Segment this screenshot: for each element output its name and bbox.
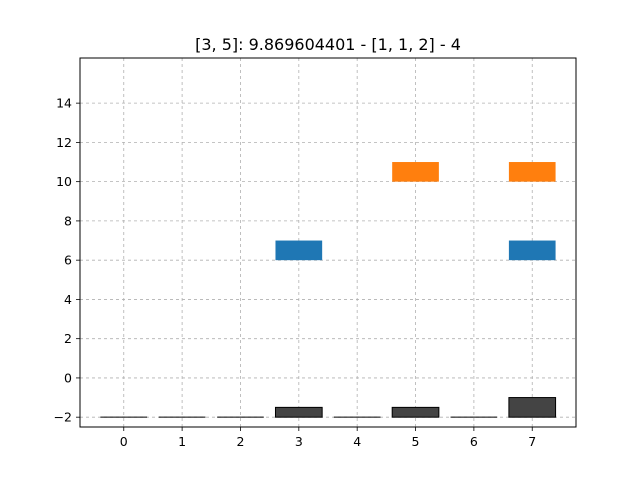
y-axis: −2 0 2 4 6 8 10 12 14 xyxy=(54,96,80,425)
chart-title: [3, 5]: 9.869604401 - [1, 1, 2] - 4 xyxy=(195,35,461,54)
base-bar xyxy=(391,406,440,418)
orange-bar xyxy=(392,162,439,182)
x-tick-label: 0 xyxy=(120,434,128,449)
x-tick-label: 6 xyxy=(470,434,478,449)
y-tick-label: 14 xyxy=(56,96,72,111)
y-tick-label: 10 xyxy=(56,174,72,189)
y-tick-label: −2 xyxy=(54,410,72,425)
y-tick-label: 12 xyxy=(56,135,72,150)
y-tick-label: 4 xyxy=(64,292,72,307)
bars xyxy=(100,162,557,418)
y-tick-label: 8 xyxy=(64,213,72,228)
x-tick-label: 3 xyxy=(295,434,303,449)
y-tick-label: 6 xyxy=(64,253,72,268)
y-tick-label: 2 xyxy=(64,331,72,346)
y-tick-label: 0 xyxy=(64,370,72,385)
blue-bar xyxy=(508,240,556,261)
x-tick-label: 5 xyxy=(412,434,420,449)
x-tick-label: 1 xyxy=(178,434,186,449)
x-tick-label: 2 xyxy=(236,434,244,449)
x-axis: 0 1 2 3 4 5 6 7 xyxy=(120,427,536,449)
grid xyxy=(80,58,576,427)
blue-bar xyxy=(275,240,323,261)
base-bar xyxy=(274,406,323,418)
plot-frame xyxy=(79,57,577,428)
base-bar xyxy=(508,397,557,418)
x-tick-label: 4 xyxy=(353,434,361,449)
x-tick-label: 7 xyxy=(528,434,536,449)
orange-bar xyxy=(508,162,556,182)
